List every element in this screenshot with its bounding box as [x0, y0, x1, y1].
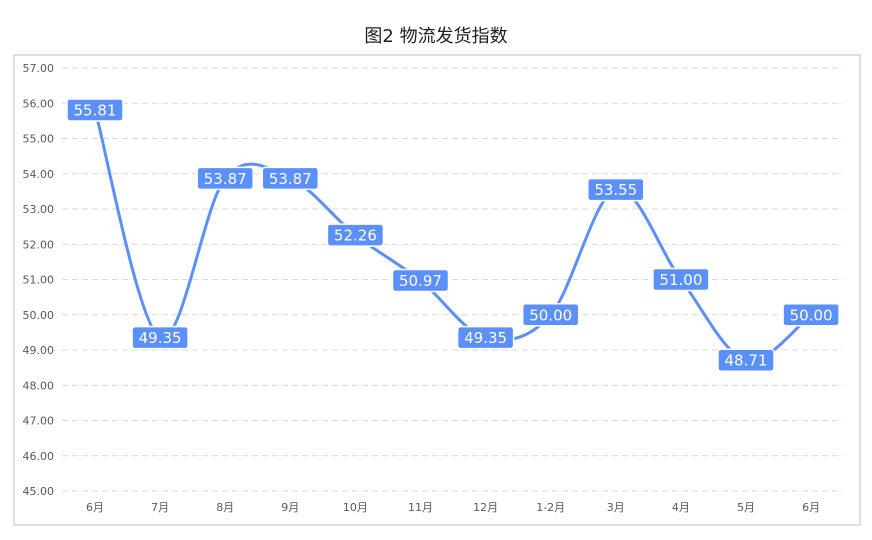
y-tick-label: 49.00: [23, 344, 55, 357]
y-tick-label: 55.00: [23, 133, 55, 146]
y-tick-label: 53.00: [23, 203, 55, 216]
y-tick-label: 57.00: [23, 62, 55, 75]
data-point: 49.35: [456, 325, 515, 350]
y-tick-label: 51.00: [23, 274, 55, 287]
data-label-box: [521, 303, 580, 327]
x-tick-label: 7月: [151, 501, 169, 514]
data-label-box: [782, 303, 840, 327]
data-label: 50.00: [529, 306, 572, 324]
data-point: 49.35: [131, 325, 189, 350]
data-label: 51.00: [659, 271, 702, 289]
y-tick-label: 54.00: [23, 168, 55, 181]
data-point: 48.71: [717, 348, 775, 372]
x-tick-label: 11月: [408, 501, 433, 514]
data-label: 49.35: [139, 329, 182, 347]
data-point: 55.81: [66, 98, 124, 122]
data-label: 55.81: [74, 101, 117, 119]
data-label-box: [66, 98, 124, 122]
y-tick-label: 48.00: [23, 379, 55, 392]
data-point: 53.87: [196, 166, 254, 191]
data-point: 52.26: [326, 223, 385, 247]
data-label: 53.87: [269, 170, 312, 188]
chart-frame: [13, 54, 861, 526]
data-label: 52.26: [334, 227, 377, 245]
x-tick-label: 10月: [343, 501, 368, 514]
x-tick-label: 12月: [473, 501, 498, 514]
data-point: 50.00: [782, 303, 840, 327]
data-label: 49.35: [464, 329, 507, 347]
data-label-box: [587, 177, 645, 202]
data-label-box: [131, 325, 189, 350]
y-tick-label: 50.00: [23, 309, 55, 322]
x-tick-label: 4月: [672, 501, 690, 514]
grid-lines: [62, 67, 843, 492]
y-tick-label: 52.00: [23, 238, 55, 251]
data-label: 50.00: [790, 306, 833, 324]
data-label-box: [717, 348, 775, 372]
x-tick-label: 8月: [216, 501, 234, 514]
data-point: 50.97: [391, 268, 450, 293]
data-point: 51.00: [652, 267, 710, 292]
x-axis: 6月 7月 8月 9月 10月 11月 12月 1-2月 3月 4月 5月 6月: [86, 501, 820, 514]
data-label: 48.71: [725, 352, 768, 370]
data-label: 53.55: [594, 181, 637, 199]
data-label-box: [652, 267, 710, 292]
x-tick-label: 9月: [281, 501, 299, 514]
y-tick-label: 46.00: [23, 450, 55, 463]
data-label: 50.97: [399, 272, 442, 290]
data-labels: 55.81 49.35 53.87 53.87 52.26 50.97 49.35 50.00…: [66, 98, 840, 372]
x-tick-label: 3月: [607, 501, 625, 514]
data-label-box: [456, 325, 515, 350]
series-line: [93, 108, 813, 363]
data-label: 53.87: [204, 170, 247, 188]
data-label-box: [196, 166, 254, 191]
data-point: 53.55: [587, 177, 645, 202]
y-tick-label: 45.00: [23, 485, 55, 498]
x-tick-label: 6月: [86, 501, 104, 514]
data-label-box: [326, 223, 385, 247]
y-tick-label: 56.00: [23, 97, 55, 110]
data-label-box: [261, 166, 320, 191]
data-point: 53.87: [261, 166, 320, 191]
y-tick-label: 47.00: [23, 415, 55, 428]
x-tick-label: 6月: [802, 501, 820, 514]
data-label-box: [391, 268, 450, 293]
x-tick-label: 5月: [737, 501, 755, 514]
series-layer: [93, 108, 813, 363]
chart-title: 图2 物流发货指数: [364, 26, 507, 47]
x-tick-label: 1-2月: [536, 501, 565, 514]
data-point: 50.00: [521, 303, 580, 327]
y-axis: 45.00 46.00 47.00 48.00 49.00 50.00 51.00 52.00…: [23, 62, 55, 498]
